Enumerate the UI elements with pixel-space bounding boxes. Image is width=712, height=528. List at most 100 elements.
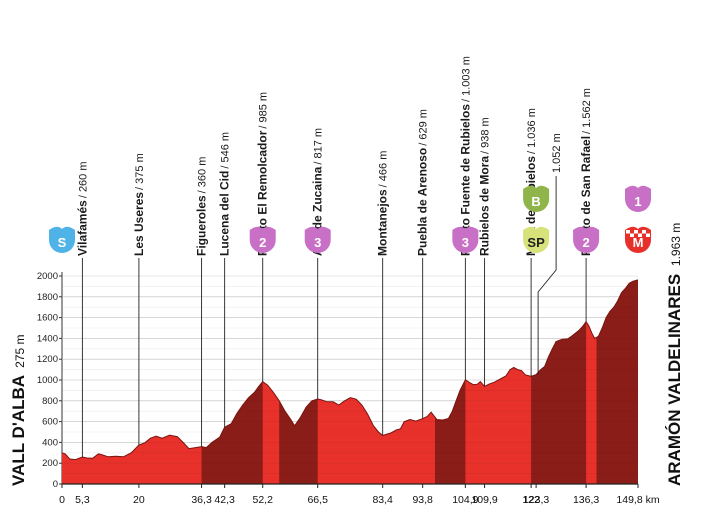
- waypoint-label: Rubielos de Mora / 938 m: [478, 117, 492, 256]
- waypoint-name: Lucena del Cid: [218, 171, 232, 256]
- y-tick-label: 400: [42, 437, 58, 448]
- km-label: 5,3: [75, 494, 90, 506]
- waypoint-alt: / 938 m: [480, 117, 492, 154]
- stage-badges: S 2 3 3 B SP 2 1 M: [49, 185, 651, 253]
- waypoint-name: Figueroles: [195, 195, 209, 256]
- climb-badge: 3: [304, 226, 331, 253]
- waypoint-alt: / 985 m: [258, 92, 270, 129]
- waypoint-name: Puerto Fuente de Rubielos: [458, 104, 472, 256]
- y-axis-ticks: 0 200 400 600 800 1000 1200 1400 1600 1800 2000: [37, 271, 58, 490]
- waypoint-label: Puerto Fuente de Rubielos / 1.003 m: [458, 56, 472, 256]
- y-tick-label: 0: [53, 479, 58, 490]
- waypoint-label: Puerto de San Rafael / 1.562 m: [579, 88, 593, 256]
- badge-label: S: [58, 235, 67, 250]
- start-town-label: VALL D'ALBA 275 m: [9, 334, 28, 486]
- start-town-name: VALL D'ALBA: [9, 375, 28, 486]
- km-label: 66,5: [307, 494, 328, 506]
- waypoint-label: Les Useres / 375 m: [132, 153, 146, 256]
- badge-shape: [523, 185, 550, 213]
- checker-square: [638, 233, 642, 237]
- elevation-outline: [61, 279, 639, 461]
- badge-label: 2: [259, 235, 266, 250]
- km-label: 123,3: [523, 494, 549, 506]
- y-tick-label: 200: [42, 458, 58, 469]
- checker-square: [642, 230, 646, 234]
- waypoint-alt: / 1.003 m: [460, 56, 472, 102]
- waypoint-alt: / 375 m: [134, 153, 146, 190]
- waypoint-label: Lucena del Cid / 546 m: [218, 132, 232, 256]
- climb-badge: 3: [452, 226, 479, 253]
- climb-segment: [531, 321, 587, 484]
- km-label: 20: [133, 494, 145, 506]
- climb-segment: [201, 381, 263, 484]
- y-tick-label: 1000: [37, 375, 58, 386]
- km-label: 149,8 km: [616, 494, 659, 506]
- climb-segment: [435, 379, 466, 484]
- km-label: 36,3: [191, 494, 212, 506]
- waypoint-alt: / 629 m: [418, 109, 430, 146]
- waypoint-alt: / 546 m: [220, 132, 232, 169]
- waypoint-labels: Vilafamés / 260 m Les Useres / 375 m Figuero…: [75, 56, 593, 256]
- waypoint-alt: / 260 m: [77, 161, 89, 198]
- waypoint-label: Puebla de Arenoso / 629 m: [416, 109, 430, 256]
- badge-shape: [452, 226, 479, 253]
- elevation-area: [61, 279, 639, 485]
- badge-label: 3: [462, 235, 469, 250]
- badge-shape: [523, 226, 550, 253]
- badge-shape: [625, 185, 651, 212]
- finish-town-label: ARAMÓN VALDELINARES 1.963 m: [665, 223, 684, 486]
- badge-shape: [49, 226, 75, 253]
- waypoint-alt: / 1.562 m: [581, 88, 593, 134]
- finish-town-alt: 1.963 m: [669, 223, 683, 266]
- finish-badge: M: [625, 226, 651, 253]
- km-label: 122: [522, 494, 540, 506]
- waypoint-label: Figueroles/ 360 m: [195, 157, 209, 256]
- badge-label: M: [633, 235, 644, 250]
- waypoint-alt: / 466 m: [378, 151, 390, 188]
- waypoint-name: Les Useres: [132, 192, 146, 256]
- waypoint-name: Rubielos de Mora: [478, 156, 492, 256]
- bonus-badge: B: [523, 185, 550, 213]
- climb-badge: 2: [249, 226, 276, 253]
- km-label: 83,4: [372, 494, 393, 506]
- waypoint-label: Montanejos/ 466 m: [376, 151, 390, 256]
- checker-square: [634, 230, 638, 234]
- climb-segment: [279, 399, 318, 484]
- climb-badge: 2: [573, 226, 600, 253]
- y-tick-label: 1400: [37, 333, 58, 344]
- badge-label: 2: [582, 235, 589, 250]
- waypoint-alt: / 360 m: [197, 157, 209, 194]
- badge-shape: [249, 226, 276, 253]
- km-label: 52,2: [252, 494, 273, 506]
- badge-label: 1: [634, 194, 641, 209]
- waypoint-alt: / 1.036 m: [526, 108, 538, 154]
- waypoint-alt: / 817 m: [313, 128, 325, 165]
- y-tick-label: 2000: [37, 271, 58, 282]
- checker-square: [646, 233, 650, 237]
- km-label: 42,3: [214, 494, 235, 506]
- badge-label: 3: [314, 235, 321, 250]
- waypoint-name: Puerto de San Rafael: [579, 136, 593, 256]
- y-tick-label: 1200: [37, 354, 58, 365]
- km-label: 0: [59, 494, 65, 506]
- climb-segment: [596, 279, 638, 484]
- waypoint-label: Vilafamés / 260 m: [75, 161, 89, 256]
- waypoint-name: Montanejos: [376, 189, 390, 256]
- checker-square: [626, 230, 630, 234]
- y-tick-label: 1600: [37, 313, 58, 324]
- waypoint-name: Puerto El Remolcador: [256, 130, 270, 256]
- waypoint-name: Vilafamés: [75, 200, 89, 256]
- elevation-fill: [62, 279, 638, 484]
- finish-town-name: ARAMÓN VALDELINARES: [665, 274, 684, 486]
- badge-shape: [304, 226, 331, 253]
- km-label: 136,3: [573, 494, 599, 506]
- badge-label: SP: [527, 235, 545, 250]
- badge-label: B: [531, 194, 540, 209]
- y-tick-label: 600: [42, 417, 58, 428]
- badge-shape: [573, 226, 600, 253]
- start-badge: S: [49, 226, 75, 253]
- sprint-badge: SP: [523, 226, 550, 253]
- y-tick-label: 800: [42, 396, 58, 407]
- km-label: 109,9: [471, 494, 497, 506]
